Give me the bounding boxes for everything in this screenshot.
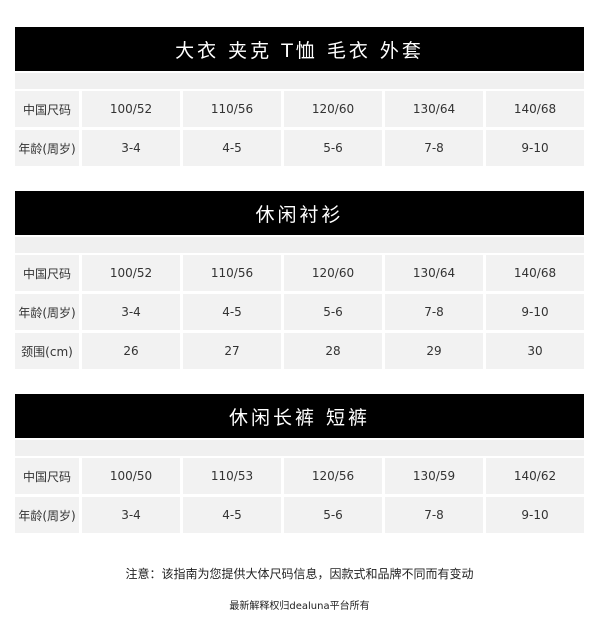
section-spacer bbox=[15, 440, 584, 456]
table-cell: 120/56 bbox=[284, 458, 382, 494]
section-spacer bbox=[15, 237, 584, 253]
row-label: 中国尺码 bbox=[15, 255, 79, 291]
table-row: 年龄(周岁) 3-4 4-5 5-6 7-8 9-10 bbox=[15, 497, 584, 533]
row-label: 年龄(周岁) bbox=[15, 294, 79, 330]
row-label: 颈围(cm) bbox=[15, 333, 79, 369]
table-cell: 26 bbox=[82, 333, 180, 369]
table-cell: 7-8 bbox=[385, 130, 483, 166]
table-row: 颈围(cm) 26 27 28 29 30 bbox=[15, 333, 584, 369]
table-cell: 28 bbox=[284, 333, 382, 369]
table-cell: 140/62 bbox=[486, 458, 584, 494]
table-cell: 120/60 bbox=[284, 91, 382, 127]
table-cell: 9-10 bbox=[486, 130, 584, 166]
row-label: 年龄(周岁) bbox=[15, 497, 79, 533]
section-title: 大衣 夹克 T恤 毛衣 外套 bbox=[15, 27, 584, 71]
size-table-pants: 休闲长裤 短裤 中国尺码 100/50 110/53 120/56 130/59… bbox=[15, 394, 584, 536]
table-cell: 100/50 bbox=[82, 458, 180, 494]
table-row: 年龄(周岁) 3-4 4-5 5-6 7-8 9-10 bbox=[15, 294, 584, 330]
row-label: 年龄(周岁) bbox=[15, 130, 79, 166]
table-cell: 9-10 bbox=[486, 294, 584, 330]
section-title: 休闲衬衫 bbox=[15, 191, 584, 235]
row-label: 中国尺码 bbox=[15, 91, 79, 127]
table-cell: 4-5 bbox=[183, 130, 281, 166]
table-cell: 100/52 bbox=[82, 255, 180, 291]
section-title: 休闲长裤 短裤 bbox=[15, 394, 584, 438]
table-cell: 7-8 bbox=[385, 294, 483, 330]
table-cell: 3-4 bbox=[82, 294, 180, 330]
table-cell: 3-4 bbox=[82, 130, 180, 166]
section-spacer bbox=[15, 73, 584, 89]
table-row: 中国尺码 100/50 110/53 120/56 130/59 140/62 bbox=[15, 458, 584, 494]
table-cell: 5-6 bbox=[284, 294, 382, 330]
table-cell: 130/59 bbox=[385, 458, 483, 494]
disclaimer-note: 注意：该指南为您提供大体尺码信息，因款式和品牌不同而有变动 bbox=[125, 567, 474, 581]
size-table-shirts: 休闲衬衫 中国尺码 100/52 110/56 120/60 130/64 14… bbox=[15, 191, 584, 372]
table-row: 年龄(周岁) 3-4 4-5 5-6 7-8 9-10 bbox=[15, 130, 584, 166]
table-cell: 110/53 bbox=[183, 458, 281, 494]
table-cell: 140/68 bbox=[486, 91, 584, 127]
table-cell: 27 bbox=[183, 333, 281, 369]
rights-note: 最新解释权归dealuna平台所有 bbox=[229, 601, 370, 612]
table-cell: 7-8 bbox=[385, 497, 483, 533]
table-cell: 140/68 bbox=[486, 255, 584, 291]
table-cell: 5-6 bbox=[284, 130, 382, 166]
table-cell: 120/60 bbox=[284, 255, 382, 291]
table-row: 中国尺码 100/52 110/56 120/60 130/64 140/68 bbox=[15, 91, 584, 127]
table-cell: 5-6 bbox=[284, 497, 382, 533]
table-cell: 130/64 bbox=[385, 255, 483, 291]
table-cell: 110/56 bbox=[183, 91, 281, 127]
table-row: 中国尺码 100/52 110/56 120/60 130/64 140/68 bbox=[15, 255, 584, 291]
table-cell: 130/64 bbox=[385, 91, 483, 127]
table-cell: 4-5 bbox=[183, 497, 281, 533]
table-cell: 100/52 bbox=[82, 91, 180, 127]
size-table-outerwear: 大衣 夹克 T恤 毛衣 外套 中国尺码 100/52 110/56 120/60… bbox=[15, 27, 584, 169]
table-cell: 4-5 bbox=[183, 294, 281, 330]
table-cell: 110/56 bbox=[183, 255, 281, 291]
table-cell: 9-10 bbox=[486, 497, 584, 533]
table-cell: 29 bbox=[385, 333, 483, 369]
table-cell: 3-4 bbox=[82, 497, 180, 533]
table-cell: 30 bbox=[486, 333, 584, 369]
row-label: 中国尺码 bbox=[15, 458, 79, 494]
